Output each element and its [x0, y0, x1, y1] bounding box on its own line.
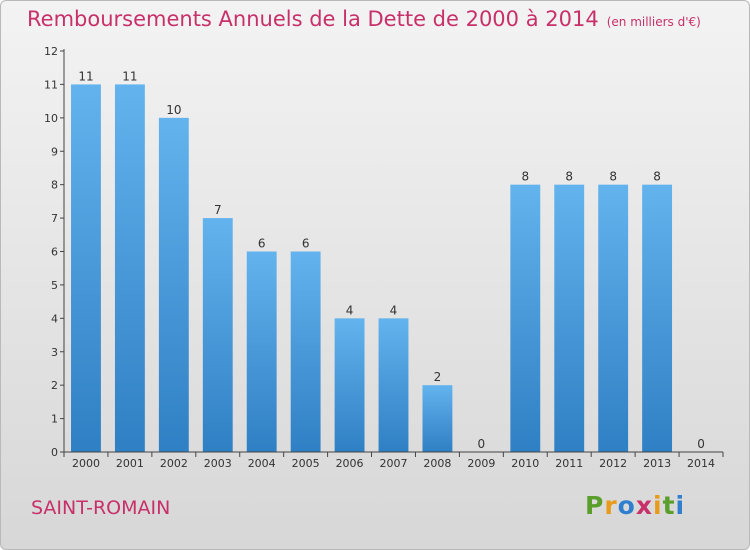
bar-2001: [114, 84, 145, 453]
proxiti-logo[interactable]: Proxiti: [585, 491, 686, 520]
data-labels: 11 11 10 7 6 6 4 4 2 0 8 8 8 8 0: [78, 69, 705, 451]
x-tick-label-2000: 2000: [72, 457, 100, 470]
x-tick-label-2003: 2003: [204, 457, 232, 470]
bar-2011: [554, 184, 585, 452]
data-label-2013: 8: [653, 170, 661, 184]
data-label-2010: 8: [521, 170, 529, 184]
x-tick-label-2013: 2013: [643, 457, 671, 470]
x-tick-label-2007: 2007: [380, 457, 408, 470]
data-label-2012: 8: [609, 170, 617, 184]
data-label-2005: 6: [302, 237, 310, 251]
x-tick-label-2009: 2009: [467, 457, 495, 470]
y-tick-label: 0: [51, 446, 58, 459]
y-tick-label: 4: [51, 312, 58, 325]
y-tick-label: 1: [51, 413, 58, 426]
y-tick-label: 10: [44, 112, 58, 125]
y-tick-label: 8: [51, 179, 58, 192]
place-name: SAINT-ROMAIN: [31, 497, 171, 519]
bar-2003: [202, 218, 233, 452]
x-tick-label-2004: 2004: [248, 457, 276, 470]
y-tick-label: 7: [51, 212, 58, 225]
bar-2012: [598, 184, 629, 452]
y-tick-label: 9: [51, 145, 58, 158]
y-tick-label: 11: [44, 78, 58, 91]
y-tick-label: 2: [51, 379, 58, 392]
y-tick-label: 6: [51, 246, 58, 259]
x-tick-label-2006: 2006: [336, 457, 364, 470]
bar-2005: [290, 251, 321, 452]
data-label-2007: 4: [390, 303, 398, 317]
data-label-2003: 7: [214, 203, 222, 217]
chart-title: Remboursements Annuels de la Dette de 20…: [27, 7, 701, 31]
y-tick-label: 3: [51, 346, 58, 359]
x-tick-label-2012: 2012: [599, 457, 627, 470]
x-tick-label-2005: 2005: [292, 457, 320, 470]
data-label-2008: 2: [434, 370, 442, 384]
bar-2000: [71, 84, 101, 453]
x-tick-label-2014: 2014: [687, 457, 715, 470]
bar-2004: [246, 251, 277, 452]
y-tick-label: 5: [51, 279, 58, 292]
x-tick-label-2002: 2002: [160, 457, 188, 470]
data-label-2004: 6: [258, 237, 266, 251]
x-tick-label-2010: 2010: [511, 457, 539, 470]
bars: [71, 84, 673, 453]
bar-2002: [158, 117, 189, 452]
x-tick-label-2011: 2011: [555, 457, 583, 470]
data-label-2006: 4: [346, 303, 354, 317]
x-tick-label-2008: 2008: [423, 457, 451, 470]
x-tick-label-2001: 2001: [116, 457, 144, 470]
bar-2006: [334, 318, 365, 452]
data-label-2011: 8: [565, 170, 573, 184]
data-label-2014: 0: [697, 437, 705, 451]
bar-2008: [422, 385, 453, 452]
chart-title-text: Remboursements Annuels de la Dette de 20…: [27, 7, 599, 31]
chart-unit: (en milliers d'€): [606, 15, 701, 29]
data-label-2002: 10: [166, 103, 181, 117]
bar-2007: [378, 318, 409, 452]
bar-2013: [642, 184, 673, 452]
y-tick-label: 12: [44, 45, 58, 58]
data-label-2001: 11: [122, 69, 137, 83]
x-axis: 2000 2001 2002 2003 2004 2005 2006 2007 2008 2009…: [63, 451, 724, 470]
bar-2010: [510, 184, 541, 452]
data-label-2009: 0: [478, 437, 486, 451]
data-label-2000: 11: [78, 69, 93, 83]
